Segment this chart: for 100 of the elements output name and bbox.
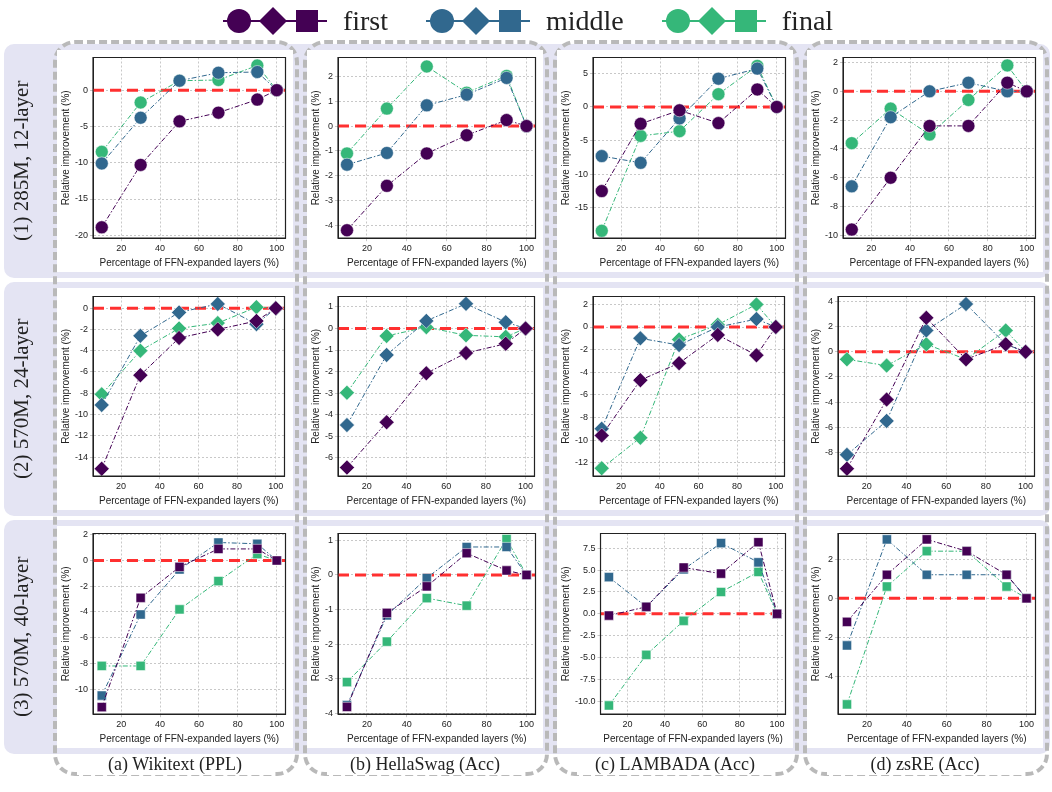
y-axis-title: Relative improvement (%): [309, 328, 321, 444]
x-tick-label: 40: [155, 719, 166, 730]
x-tick-label: 100: [519, 243, 535, 254]
y-axis-title: Relative improvement (%): [809, 90, 821, 206]
x-tick-label: 20: [866, 243, 877, 254]
x-tick-label: 40: [401, 481, 412, 492]
x-tick-label: 80: [232, 243, 243, 254]
x-axis-title: Percentage of FFN-expanded layers (%): [346, 256, 527, 268]
x-tick-label: 60: [441, 243, 452, 254]
x-tick-label: 100: [269, 243, 285, 254]
y-tick-label: -4: [79, 345, 89, 356]
x-tick-label: 20: [116, 481, 127, 492]
x-tick-label: 100: [769, 243, 785, 254]
x-tick-label: 40: [401, 243, 412, 254]
x-tick-label: 20: [616, 243, 627, 254]
legend-label: middle: [546, 5, 624, 37]
y-tick-label: 2.5: [583, 586, 596, 597]
x-tick-label: 60: [193, 243, 204, 254]
y-tick-label: -2: [829, 114, 839, 125]
x-tick-label: 80: [734, 719, 745, 730]
x-axis-title: Percentage of FFN-expanded layers (%): [98, 494, 279, 506]
x-tick-label: 20: [116, 243, 127, 254]
x-tick-label: 20: [861, 481, 872, 492]
y-tick-label: -4: [824, 396, 833, 407]
text: (2) 570M, 24-layer: [9, 317, 34, 482]
x-tick-label: 60: [693, 243, 704, 254]
y-tick-label: -6: [824, 421, 833, 432]
legend-label: final: [781, 5, 834, 37]
y-tick-label: -5: [324, 430, 333, 441]
y-axis-title: Relative improvement (%): [809, 328, 821, 444]
x-tick-label: 20: [622, 719, 633, 730]
y-tick-label: -6: [79, 366, 89, 377]
x-tick-label: 60: [943, 243, 954, 254]
y-tick-label: 7.5: [583, 542, 596, 553]
x-tick-label: 40: [155, 243, 166, 254]
y-tick-label: 2: [827, 553, 833, 564]
text: (c) LAMBADA (Acc): [577, 754, 773, 775]
y-tick-label: -14: [74, 451, 89, 462]
x-axis-title: Percentage of FFN-expanded layers (%): [599, 256, 780, 268]
x-tick-label: 100: [519, 719, 535, 730]
x-tick-label: 20: [361, 481, 372, 492]
y-tick-label: -12: [74, 430, 89, 441]
text: (a) Wikitext (PPL): [77, 754, 273, 775]
y-tick-label: -1: [324, 145, 333, 156]
x-tick-label: 40: [654, 481, 665, 492]
y-axis-title: Relative improvement (%): [309, 566, 321, 682]
x-tick-label: 60: [441, 481, 452, 492]
y-tick-label: -4: [79, 606, 89, 617]
x-axis-title: Percentage of FFN-expanded layers (%): [99, 732, 280, 744]
x-tick-label: 100: [269, 719, 285, 730]
y-tick-label: -12: [574, 457, 589, 468]
y-tick-label: 0: [327, 569, 333, 580]
y-tick-label: 0: [82, 554, 89, 565]
y-tick-label: -8: [79, 387, 89, 398]
x-tick-label: 100: [1018, 481, 1034, 492]
y-tick-label: -5: [579, 135, 589, 146]
y-tick-label: 5.0: [583, 564, 596, 575]
x-tick-label: 20: [116, 719, 127, 730]
x-tick-label: 60: [693, 481, 704, 492]
y-tick-label: 0: [832, 85, 839, 96]
y-tick-label: -2: [824, 632, 833, 643]
y-tick-label: 0: [327, 120, 333, 131]
y-tick-label: 0: [827, 592, 833, 603]
x-tick-label: 80: [980, 481, 991, 492]
x-axis-title: Percentage of FFN-expanded layers (%): [99, 256, 280, 268]
x-tick-label: 20: [361, 719, 372, 730]
y-tick-label: -10.0: [575, 695, 596, 706]
x-axis-title: Percentage of FFN-expanded layers (%): [598, 494, 779, 506]
x-tick-label: 100: [768, 481, 784, 492]
y-tick-label: -3: [324, 195, 333, 206]
y-tick-label: 2: [832, 57, 839, 68]
y-tick-label: 0.0: [583, 608, 596, 619]
x-tick-label: 80: [480, 481, 491, 492]
x-tick-label: 60: [193, 719, 204, 730]
x-tick-label: 80: [232, 719, 243, 730]
x-tick-label: 80: [732, 481, 743, 492]
y-tick-label: -10: [74, 409, 89, 420]
x-axis-title: Percentage of FFN-expanded layers (%): [346, 494, 527, 506]
x-tick-label: 20: [616, 481, 627, 492]
y-tick-label: 0: [82, 84, 89, 95]
x-tick-label: 80: [232, 481, 243, 492]
y-tick-label: -8: [579, 411, 589, 422]
y-tick-label: 4: [827, 296, 833, 307]
y-tick-label: -2: [324, 366, 333, 377]
y-axis-title: Relative improvement (%): [559, 90, 571, 206]
y-tick-label: 0: [82, 302, 89, 313]
y-tick-label: -4: [324, 409, 333, 420]
y-tick-label: -4: [824, 671, 833, 682]
y-tick-label: -2: [324, 170, 333, 181]
y-tick-label: -1: [324, 604, 333, 614]
y-tick-label: -5.0: [580, 651, 596, 662]
x-tick-label: 100: [1019, 243, 1035, 254]
y-axis-title: Relative improvement (%): [559, 328, 571, 444]
y-tick-label: -2: [579, 344, 589, 355]
y-axis-title: Relative improvement (%): [309, 90, 321, 206]
y-axis-title: Relative improvement (%): [59, 328, 71, 444]
text: (b) HellaSwag (Acc): [327, 754, 523, 775]
y-tick-label: -2.5: [580, 630, 596, 641]
x-tick-label: 60: [441, 719, 452, 730]
x-tick-label: 40: [901, 719, 912, 730]
